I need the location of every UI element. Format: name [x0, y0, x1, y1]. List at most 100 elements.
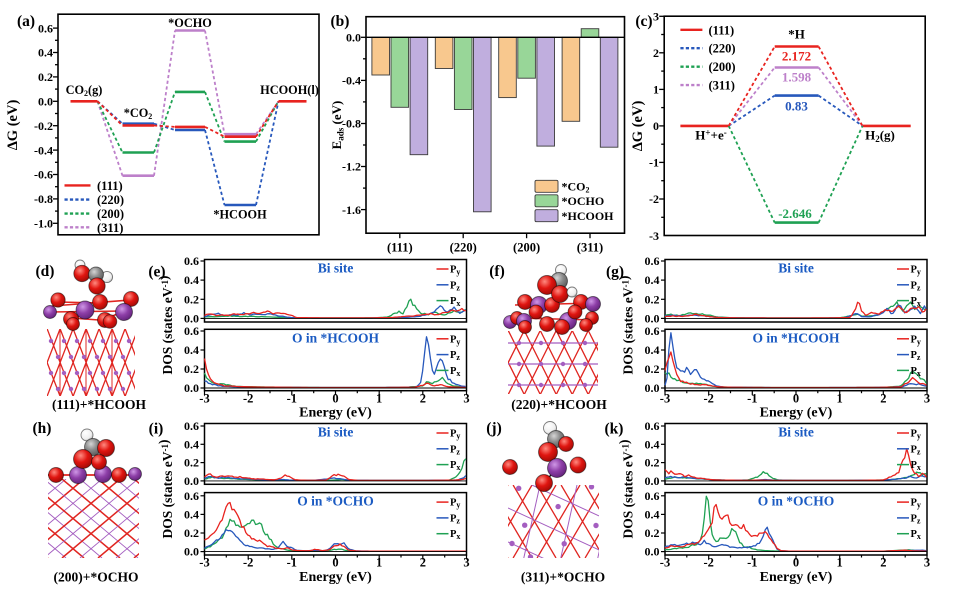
svg-text:Bi site: Bi site: [778, 425, 814, 440]
svg-text:Bi site: Bi site: [318, 425, 354, 440]
svg-text:(220): (220): [97, 193, 124, 207]
svg-text:(200): (200): [97, 207, 124, 221]
svg-text:(111): (111): [709, 23, 735, 37]
svg-text:0.0: 0.0: [645, 474, 660, 488]
svg-text:0: 0: [332, 556, 338, 570]
svg-text:0.83: 0.83: [785, 99, 808, 114]
svg-text:(j): (j): [486, 420, 502, 437]
svg-text:2: 2: [420, 556, 426, 570]
svg-text:-1: -1: [747, 556, 757, 570]
svg-text:Px: Px: [450, 296, 460, 308]
svg-text:-1: -1: [287, 392, 297, 406]
svg-text:(111)+*HCOOH: (111)+*HCOOH: [52, 397, 146, 412]
svg-text:Energy (eV): Energy (eV): [760, 406, 833, 421]
svg-text:H2(g): H2(g): [865, 128, 895, 144]
svg-text:-1.2: -1.2: [342, 160, 361, 174]
svg-text:O in *HCOOH: O in *HCOOH: [292, 330, 380, 345]
svg-text:Py: Py: [911, 334, 921, 346]
svg-text:-3: -3: [660, 556, 670, 570]
svg-text:CO2(g): CO2(g): [66, 83, 103, 98]
svg-text:0.6: 0.6: [645, 489, 660, 503]
svg-text:0.0: 0.0: [184, 381, 199, 395]
svg-text:Pz: Pz: [911, 513, 921, 525]
svg-text:(311): (311): [97, 221, 123, 235]
svg-text:Py: Py: [911, 429, 921, 441]
svg-text:Py: Py: [450, 334, 460, 346]
svg-text:-3: -3: [199, 556, 209, 570]
svg-text:1: 1: [837, 556, 843, 570]
svg-text:-0.4: -0.4: [34, 143, 53, 157]
svg-text:0.0: 0.0: [184, 545, 199, 559]
svg-text:0.2: 0.2: [645, 292, 660, 306]
svg-text:-2: -2: [649, 192, 659, 206]
svg-text:0.2: 0.2: [645, 526, 660, 540]
svg-text:-1: -1: [287, 556, 297, 570]
svg-text:0.0: 0.0: [645, 545, 660, 559]
svg-text:0.4: 0.4: [38, 46, 53, 60]
svg-text:0: 0: [793, 392, 799, 406]
svg-text:(d): (d): [36, 263, 55, 280]
svg-text:(h): (h): [33, 420, 52, 437]
svg-text:0.2: 0.2: [38, 70, 53, 84]
svg-text:-0.4: -0.4: [342, 74, 361, 88]
svg-text:0: 0: [332, 392, 338, 406]
svg-text:(k): (k): [605, 421, 624, 438]
svg-text:0.4: 0.4: [184, 273, 199, 287]
svg-text:2.172: 2.172: [782, 49, 811, 64]
svg-text:DOS (states eV-1): DOS (states eV-1): [617, 276, 636, 375]
svg-text:1: 1: [376, 556, 382, 570]
svg-text:-3: -3: [660, 392, 670, 406]
svg-text:0: 0: [793, 556, 799, 570]
svg-text:(200): (200): [709, 60, 736, 74]
svg-text:(220): (220): [709, 42, 736, 56]
svg-text:0.4: 0.4: [645, 343, 660, 357]
svg-text:(f): (f): [489, 263, 505, 280]
svg-text:DOS (states eV-1): DOS (states eV-1): [617, 440, 636, 539]
svg-text:O in *OCHO: O in *OCHO: [297, 494, 374, 509]
svg-text:0.2: 0.2: [645, 362, 660, 376]
svg-text:1: 1: [837, 392, 843, 406]
svg-text:Pz: Pz: [450, 280, 460, 292]
svg-text:HCOOH(l): HCOOH(l): [260, 83, 319, 97]
svg-text:3: 3: [653, 9, 659, 23]
svg-text:3: 3: [463, 392, 469, 406]
svg-text:3: 3: [924, 556, 930, 570]
svg-text:0.4: 0.4: [184, 343, 199, 357]
svg-text:*CO2: *CO2: [562, 180, 590, 195]
svg-text:Bi site: Bi site: [778, 261, 814, 276]
svg-text:ΔG (eV): ΔG (eV): [5, 100, 21, 151]
svg-text:-2: -2: [703, 556, 713, 570]
svg-text:Px: Px: [450, 460, 460, 472]
svg-text:(c): (c): [635, 13, 652, 30]
svg-text:DOS (states eV-1): DOS (states eV-1): [156, 276, 175, 375]
svg-text:(200): (200): [513, 241, 540, 255]
svg-text:Pz: Pz: [450, 444, 460, 456]
svg-text:Pz: Pz: [911, 350, 921, 362]
svg-text:(311): (311): [577, 241, 603, 255]
svg-text:0.2: 0.2: [184, 362, 199, 376]
svg-text:Energy (eV): Energy (eV): [299, 570, 372, 585]
svg-text:0.6: 0.6: [184, 489, 199, 503]
svg-text:(b): (b): [331, 13, 350, 30]
svg-text:2: 2: [880, 556, 886, 570]
svg-text:-0.8: -0.8: [34, 192, 53, 206]
svg-text:*OCHO: *OCHO: [562, 194, 605, 208]
svg-text:1: 1: [376, 392, 382, 406]
svg-text:Py: Py: [450, 429, 460, 441]
svg-text:-1.6: -1.6: [342, 203, 361, 217]
svg-text:0.4: 0.4: [645, 273, 660, 287]
svg-text:Px: Px: [911, 366, 921, 378]
svg-text:-0.2: -0.2: [34, 119, 53, 133]
svg-text:Px: Px: [450, 366, 460, 378]
svg-text:-1: -1: [649, 156, 659, 170]
svg-text:-0.6: -0.6: [34, 168, 53, 182]
svg-text:DOS (states eV-1): DOS (states eV-1): [156, 440, 175, 539]
svg-text:O in *HCOOH: O in *HCOOH: [752, 330, 840, 345]
svg-text:ΔG (eV): ΔG (eV): [630, 101, 646, 152]
svg-text:0.6: 0.6: [38, 21, 53, 35]
svg-text:0.0: 0.0: [184, 474, 199, 488]
svg-text:Pz: Pz: [911, 280, 921, 292]
svg-text:0.6: 0.6: [645, 419, 660, 433]
svg-text:0.4: 0.4: [645, 507, 660, 521]
svg-text:0.0: 0.0: [184, 311, 199, 325]
